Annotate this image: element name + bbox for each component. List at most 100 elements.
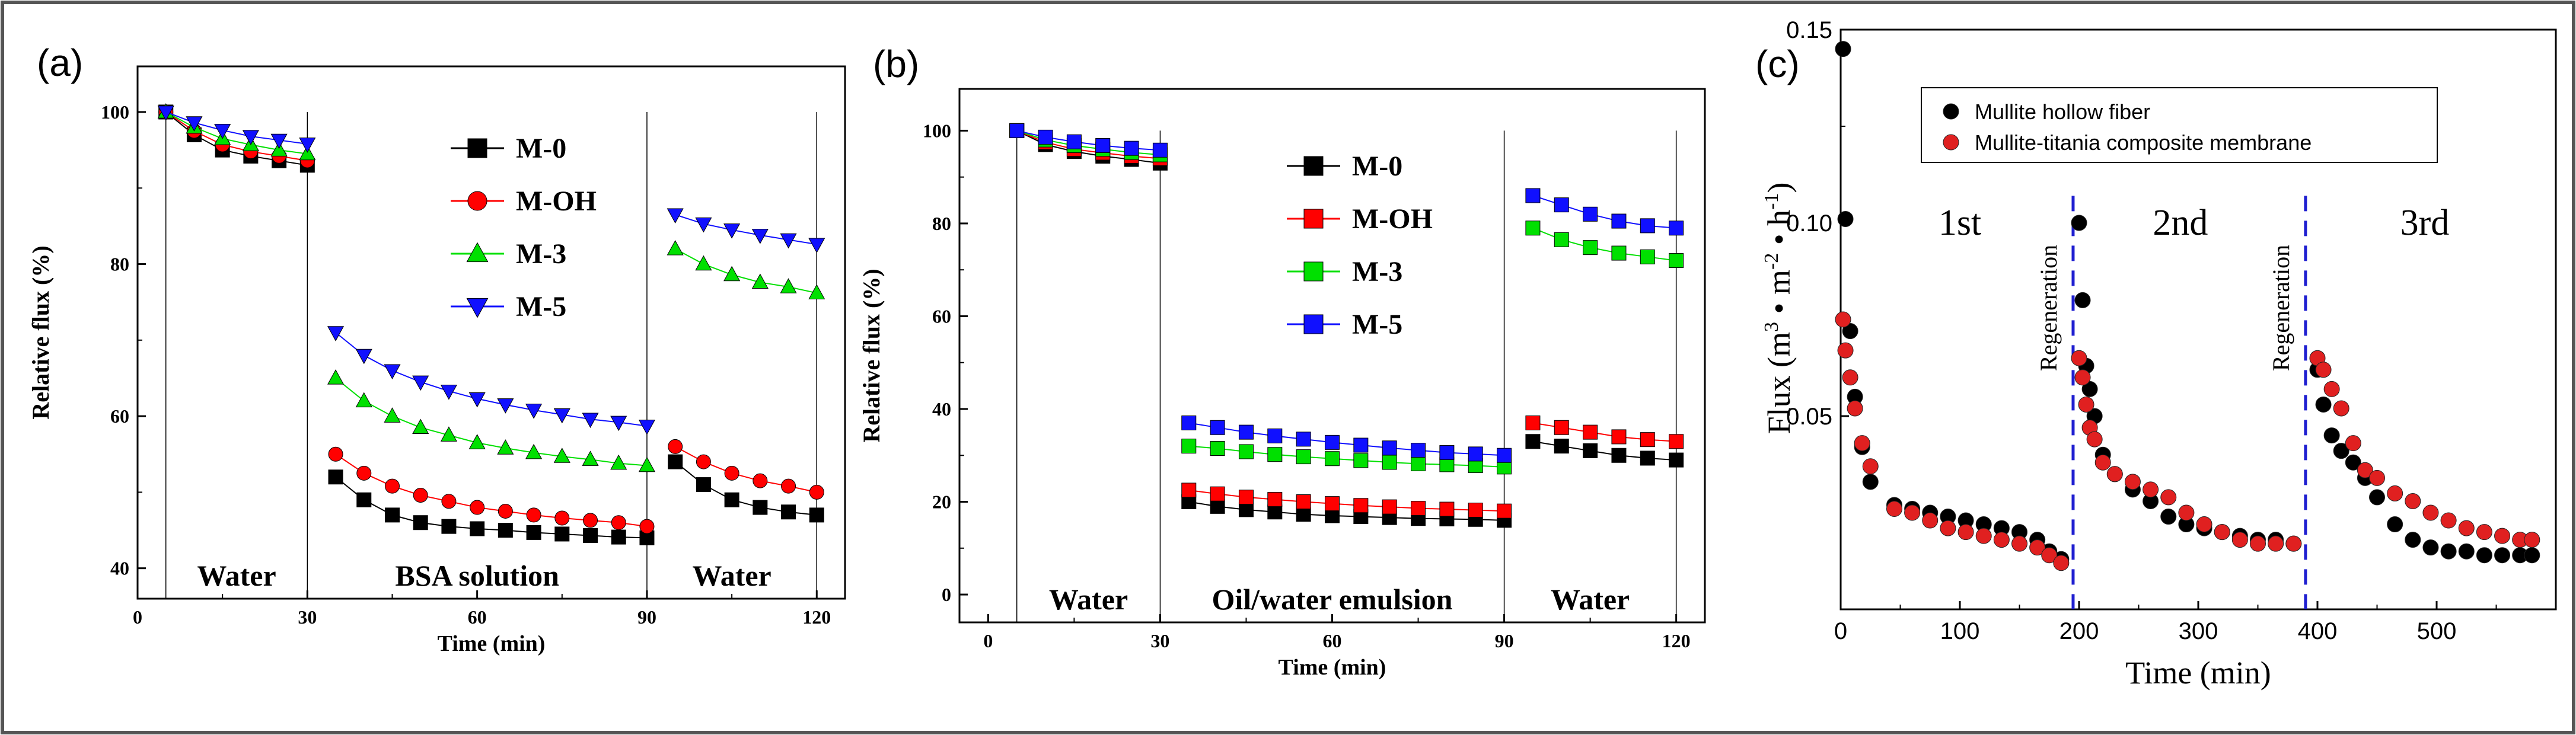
data-point bbox=[2345, 454, 2361, 471]
data-point bbox=[384, 478, 400, 494]
phase-label-bsa-solution: BSA solution bbox=[395, 559, 559, 592]
data-point bbox=[781, 478, 796, 494]
data-point bbox=[751, 229, 769, 244]
series-m-3 bbox=[157, 103, 825, 472]
data-point bbox=[1669, 253, 1684, 269]
data-point bbox=[1238, 444, 1254, 459]
legend-entry-mullite-titania-composite-membrane: Mullite-titania composite membrane bbox=[1975, 130, 2312, 155]
data-point bbox=[2315, 396, 2332, 413]
legend-entry-m-0: M-0 bbox=[516, 133, 566, 164]
data-point bbox=[1554, 197, 1569, 213]
x-tick-label: 60 bbox=[1323, 630, 1342, 651]
data-point bbox=[299, 145, 316, 161]
y-axis-title-part: -1 bbox=[1761, 193, 1783, 209]
data-point bbox=[2071, 350, 2087, 366]
data-point bbox=[1583, 424, 1598, 440]
panel-c: (c) 0 100 200 300 400 500 0.05 0.10 0.15 Time (min… bbox=[1755, 17, 2557, 691]
data-point bbox=[2071, 215, 2087, 231]
data-point bbox=[497, 439, 514, 455]
y-tick-label: 0.15 bbox=[1786, 17, 1832, 43]
legend-marker bbox=[466, 242, 489, 263]
regeneration-label: Regeneration bbox=[2035, 245, 2062, 371]
y-tick-label: 40 bbox=[110, 558, 129, 579]
legend-entry-m-0: M-0 bbox=[1352, 151, 1402, 182]
data-point bbox=[696, 477, 711, 493]
x-tick-label: 200 bbox=[2059, 618, 2099, 644]
regeneration-label: Regeneration bbox=[2268, 245, 2294, 371]
y-axis-title-part: • m bbox=[1761, 270, 1797, 322]
data-point bbox=[1267, 492, 1283, 507]
data-point bbox=[696, 454, 711, 469]
data-point bbox=[1611, 245, 1627, 261]
data-point bbox=[1267, 504, 1283, 520]
legend-entry-m-5: M-5 bbox=[516, 291, 566, 322]
data-point bbox=[1353, 453, 1369, 468]
data-point bbox=[355, 349, 372, 365]
data-point bbox=[2160, 489, 2177, 506]
legend-marker bbox=[467, 138, 487, 158]
data-point bbox=[553, 448, 570, 463]
data-point bbox=[1468, 503, 1483, 518]
data-point bbox=[1238, 502, 1254, 517]
data-point bbox=[554, 526, 570, 542]
data-point bbox=[2086, 431, 2103, 448]
data-point bbox=[808, 238, 825, 254]
data-point bbox=[1382, 455, 1397, 470]
y-tick-label: 100 bbox=[101, 101, 129, 123]
x-tick-label: 500 bbox=[2417, 618, 2457, 644]
data-point bbox=[2524, 547, 2540, 564]
legend-entry-m-oh: M-OH bbox=[516, 186, 597, 217]
data-point bbox=[753, 473, 768, 488]
x-tick-label: 0 bbox=[983, 630, 993, 651]
x-tick-label: 60 bbox=[468, 606, 487, 628]
y-axis-title: Relative flux (%) bbox=[27, 245, 54, 419]
data-point bbox=[553, 408, 570, 424]
data-point bbox=[2369, 469, 2385, 486]
series-mullite-titania-composite-membrane bbox=[1835, 311, 2540, 571]
data-point bbox=[583, 513, 598, 528]
data-point bbox=[753, 500, 768, 515]
y-axis-title-part: -2 bbox=[1761, 253, 1783, 270]
data-point bbox=[270, 141, 288, 156]
data-point bbox=[1640, 450, 1655, 466]
legend-entry-mullite-hollow-fiber: Mullite hollow fiber bbox=[1975, 100, 2150, 124]
x-tick-label: 120 bbox=[802, 606, 831, 628]
data-point bbox=[413, 515, 428, 531]
series-m-5 bbox=[1009, 123, 1684, 463]
data-point bbox=[526, 525, 541, 540]
data-point bbox=[327, 326, 345, 341]
data-point bbox=[1439, 445, 1455, 461]
data-point bbox=[1296, 432, 1311, 447]
data-point bbox=[327, 369, 345, 385]
panel-a: (a) 0 30 60 90 120 40 60 80 100 Time (min) Relative… bbox=[27, 41, 846, 656]
phase-label-water: Water bbox=[1551, 583, 1630, 616]
data-point bbox=[809, 507, 824, 523]
data-point bbox=[2160, 509, 2177, 525]
data-point bbox=[1267, 447, 1283, 462]
panel-label: (b) bbox=[873, 43, 919, 85]
data-point bbox=[356, 465, 372, 481]
data-point bbox=[1468, 446, 1483, 462]
series-m-oh bbox=[158, 104, 824, 534]
data-point bbox=[1922, 512, 1939, 529]
data-point bbox=[1353, 498, 1369, 513]
data-point bbox=[1181, 415, 1197, 430]
data-point bbox=[1382, 499, 1397, 514]
data-point bbox=[299, 138, 316, 153]
data-point bbox=[525, 443, 543, 459]
y-tick-label: 40 bbox=[932, 398, 951, 420]
data-point bbox=[1669, 434, 1684, 449]
data-point bbox=[1837, 342, 1854, 359]
data-point bbox=[1009, 123, 1025, 138]
x-tick-label: 100 bbox=[1940, 618, 1980, 644]
x-tick-label: 90 bbox=[637, 606, 656, 628]
data-point bbox=[1525, 415, 1541, 430]
data-point bbox=[441, 519, 457, 534]
data-point bbox=[1611, 448, 1627, 463]
data-point bbox=[2345, 435, 2361, 452]
x-axis-title: Time (min) bbox=[438, 631, 546, 656]
data-point bbox=[2494, 528, 2511, 544]
data-point bbox=[2178, 504, 2195, 521]
data-point bbox=[384, 364, 401, 379]
data-point bbox=[2231, 532, 2248, 548]
